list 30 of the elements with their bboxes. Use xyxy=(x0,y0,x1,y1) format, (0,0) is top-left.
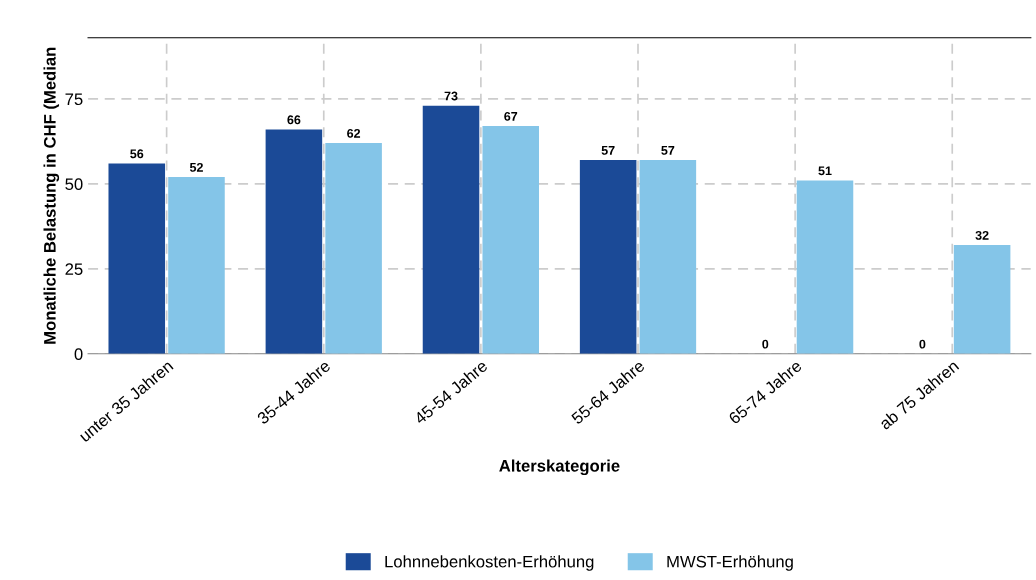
data-label: 57 xyxy=(601,146,615,155)
x-axis-title: Alterskategorie xyxy=(499,459,620,476)
bar xyxy=(422,105,480,354)
legend-label: Lohnnebenkosten-Erhöhung xyxy=(385,555,594,571)
y-tick-label: 75 xyxy=(65,93,83,106)
data-label: 52 xyxy=(189,162,203,172)
data-label: 73 xyxy=(444,91,458,101)
data-label: 0 xyxy=(762,339,769,349)
bar xyxy=(796,180,854,354)
y-axis-title: Monatliche Belastung in CHF (Median xyxy=(43,47,60,344)
y-tick-label: 25 xyxy=(65,263,83,276)
bar xyxy=(168,177,225,354)
bar xyxy=(325,143,382,354)
bar xyxy=(108,163,166,354)
data-label: 62 xyxy=(347,128,361,138)
bar xyxy=(265,129,323,354)
data-label: 0 xyxy=(919,339,926,349)
y-tick-label: 0 xyxy=(74,348,83,360)
data-label: 32 xyxy=(975,230,989,240)
data-label: 57 xyxy=(661,146,675,155)
y-tick-label: 50 xyxy=(65,178,83,191)
bar xyxy=(482,126,540,354)
data-label: 56 xyxy=(130,149,144,159)
data-label: 51 xyxy=(818,166,832,176)
bar xyxy=(639,160,697,354)
bar xyxy=(579,160,637,354)
bar xyxy=(953,245,1011,354)
data-label: 67 xyxy=(504,111,518,121)
data-label: 66 xyxy=(287,115,301,125)
legend-label: MWST-Erhöhung xyxy=(667,555,793,571)
